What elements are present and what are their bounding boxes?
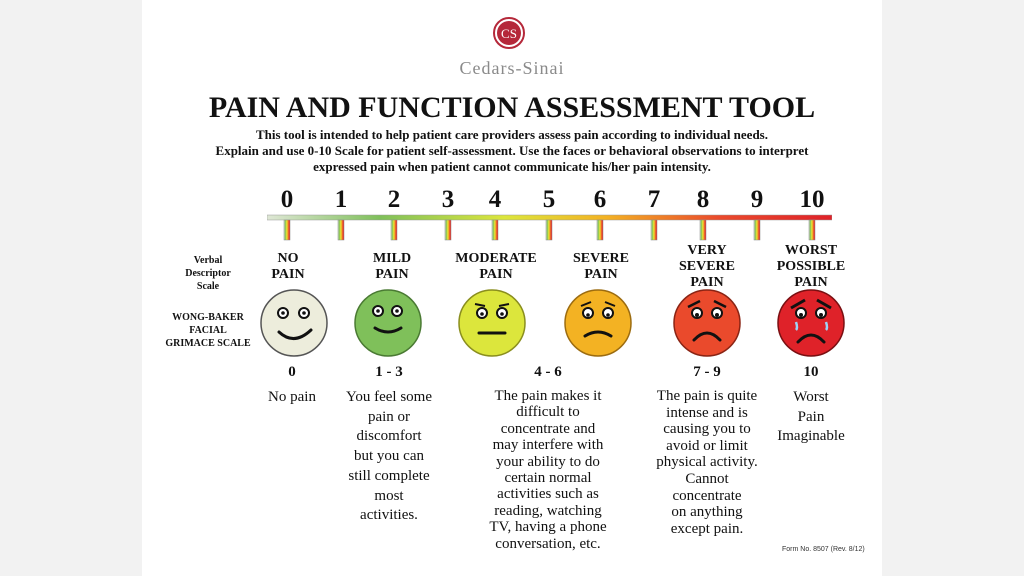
explanation-worst-pain: Worst Pain Imaginable (777, 389, 845, 444)
worst-pain-face-icon (777, 289, 845, 357)
descriptor-moderate-pain: MODERATE PAIN (455, 251, 537, 282)
logo-letters: CS (501, 26, 517, 41)
no-pain-face-icon (260, 289, 328, 357)
severe-pain-face-icon (564, 289, 632, 357)
intro-line-1: This tool is intended to help patient ca… (255, 127, 768, 142)
descriptor-very-severe-pain: VERY SEVERE PAIN (678, 243, 736, 290)
ruler-tick-3 (444, 219, 452, 241)
wong-baker-label: WONG-BAKER FACIAL GRIMACE SCALE (165, 312, 251, 349)
explanation-no-pain: No pain (268, 389, 316, 405)
scale-number-3: 3 (441, 186, 455, 213)
moderate-pain-face-icon (458, 289, 526, 357)
cedars-sinai-logo-icon: CS (493, 17, 525, 49)
scale-number-0: 0 (280, 186, 294, 213)
range-10: 10 (803, 364, 819, 380)
descriptor-no-pain: NO PAIN (271, 251, 305, 282)
explanation-mild-pain: You feel some pain or discomfort but you ca… (346, 389, 432, 524)
verbal-scale-label: Verbal Descriptor Scale (185, 255, 231, 292)
intro-line-3: expressed pain when patient cannot commu… (313, 159, 711, 174)
scale-number-10: 10 (799, 186, 825, 213)
form-number: Form No. 8507 (Rev. 8/12) (782, 546, 865, 553)
very-severe-pain-face-icon (673, 289, 741, 357)
ruler-tick-2 (390, 219, 398, 241)
ruler-tick-8 (699, 219, 707, 241)
range-0: 0 (288, 364, 296, 380)
explanation-moderate-pain: The pain makes it difficult to concentrate… (489, 388, 607, 552)
ruler-tick-9 (753, 219, 761, 241)
explanation-very-severe-pain: The pain is quite intense and is causing y… (656, 388, 758, 537)
scale-number-5: 5 (542, 186, 556, 213)
ruler-tick-10 (808, 219, 816, 241)
descriptor-severe-pain: SEVERE PAIN (572, 251, 630, 282)
range-4-6: 4 - 6 (534, 364, 562, 380)
page-title: PAIN AND FUNCTION ASSESSMENT TOOL (208, 91, 816, 124)
scale-number-8: 8 (696, 186, 710, 213)
scale-number-7: 7 (647, 186, 661, 213)
range-1-3: 1 - 3 (375, 364, 403, 380)
mild-pain-face-icon (354, 289, 422, 357)
ruler-tick-1 (337, 219, 345, 241)
ruler-tick-7 (650, 219, 658, 241)
intro-line-2: Explain and use 0-10 Scale for patient s… (215, 143, 809, 158)
scale-number-4: 4 (488, 186, 502, 213)
descriptor-worst-possible-pain: WORST POSSIBLE PAIN (776, 243, 846, 290)
scale-number-2: 2 (387, 186, 401, 213)
scale-number-9: 9 (750, 186, 764, 213)
ruler-tick-6 (596, 219, 604, 241)
document-sheet (142, 0, 882, 576)
ruler-tick-5 (545, 219, 553, 241)
ruler-tick-4 (491, 219, 499, 241)
ruler-tick-0 (283, 219, 291, 241)
range-7-9: 7 - 9 (693, 364, 721, 380)
descriptor-mild-pain: MILD PAIN (372, 251, 412, 282)
scale-number-6: 6 (593, 186, 607, 213)
pain-scale-ruler (267, 214, 832, 241)
scale-number-1: 1 (334, 186, 348, 213)
brand-name: Cedars-Sinai (459, 58, 565, 78)
